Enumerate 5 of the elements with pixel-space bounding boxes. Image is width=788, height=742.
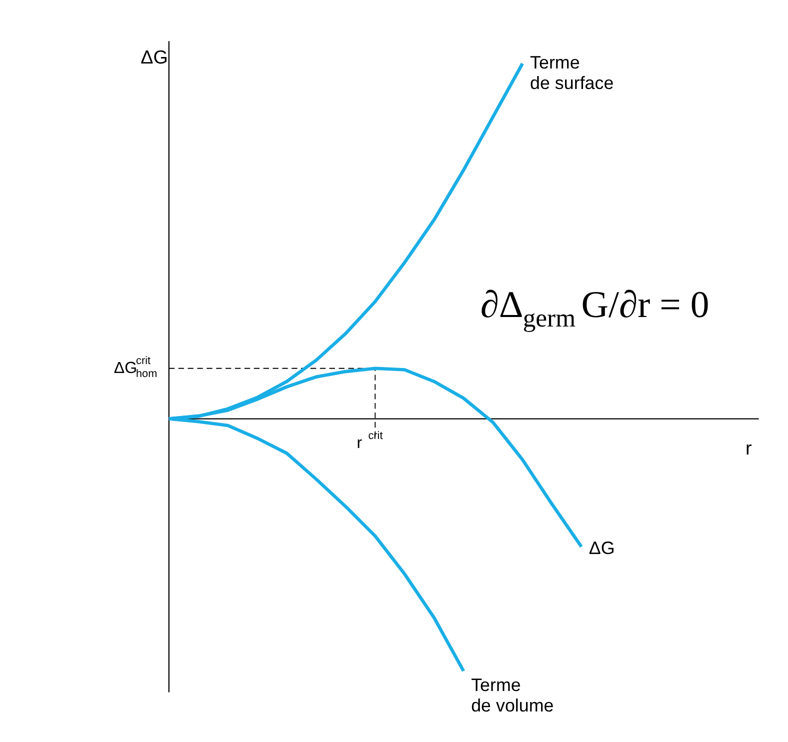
text: r	[746, 438, 752, 459]
series-label: Terme de surface	[530, 52, 614, 94]
series-label: ΔG	[588, 538, 615, 558]
series-label: Terme de volume	[471, 674, 554, 716]
y-axis-title: ΔG	[140, 46, 168, 68]
